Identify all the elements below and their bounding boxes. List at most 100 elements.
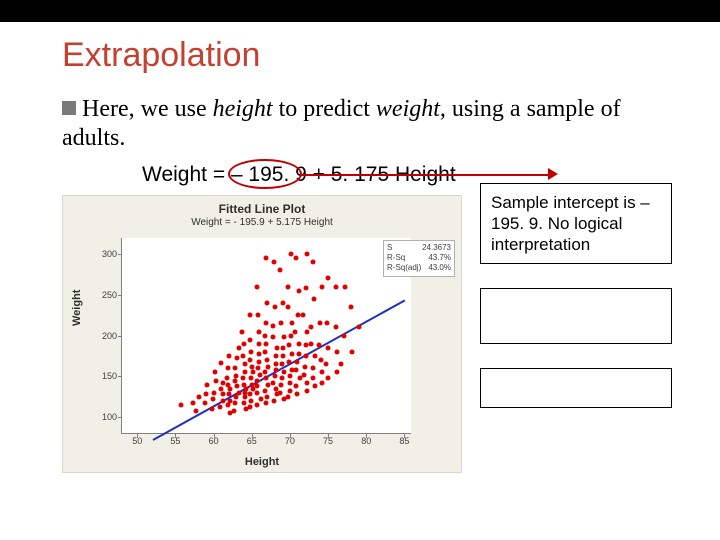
data-point — [318, 358, 323, 363]
data-point — [304, 389, 309, 394]
slide-content: Extrapolation Here, we use height to pre… — [0, 22, 720, 473]
data-point — [240, 376, 245, 381]
data-point — [242, 341, 247, 346]
data-point — [255, 390, 260, 395]
data-point — [264, 256, 269, 261]
data-point — [248, 349, 253, 354]
data-point — [334, 370, 339, 375]
data-point — [326, 376, 331, 381]
data-point — [203, 392, 208, 397]
data-point — [304, 251, 309, 256]
data-point — [263, 333, 268, 338]
sidebox-empty-2 — [480, 368, 672, 408]
data-point — [294, 384, 299, 389]
data-point — [334, 349, 339, 354]
data-point — [311, 296, 316, 301]
data-point — [271, 335, 276, 340]
data-point — [221, 380, 226, 385]
data-point — [286, 343, 291, 348]
data-point — [255, 284, 260, 289]
fitted-line-plot: Fitted Line Plot Weight = - 195.9 + 5.17… — [62, 195, 462, 473]
data-point — [190, 401, 195, 406]
data-point — [257, 329, 262, 334]
data-point — [304, 354, 309, 359]
data-point — [304, 286, 309, 291]
data-point — [242, 370, 247, 375]
top-bar — [0, 0, 720, 22]
data-point — [289, 333, 294, 338]
data-point — [264, 300, 269, 305]
circle-annotation — [228, 159, 302, 189]
data-point — [296, 341, 301, 346]
data-point — [304, 380, 309, 385]
data-point — [295, 359, 300, 364]
data-point — [280, 354, 285, 359]
data-point — [249, 376, 254, 381]
data-point — [234, 356, 239, 361]
data-point — [288, 251, 293, 256]
data-point — [249, 364, 254, 369]
data-point — [320, 284, 325, 289]
data-point — [235, 384, 240, 389]
data-point — [227, 392, 232, 397]
chart-subtitle: Weight = - 195.9 + 5.175 Height — [63, 217, 461, 228]
sidebox-intercept: Sample intercept is – 195. 9. No logical… — [480, 183, 672, 265]
ytick-label: 300 — [102, 249, 117, 259]
data-point — [234, 374, 239, 379]
data-point — [226, 382, 231, 387]
data-point — [273, 354, 278, 359]
legend-row: R-Sq43.7% — [387, 253, 451, 263]
data-point — [280, 300, 285, 305]
data-point — [249, 382, 254, 387]
data-point — [324, 362, 329, 367]
data-point — [342, 284, 347, 289]
body-italic1: height — [213, 96, 273, 122]
chart-xlabel: Height — [63, 456, 461, 468]
data-point — [279, 362, 284, 367]
data-point — [196, 394, 201, 399]
bullet-icon — [62, 101, 76, 115]
data-point — [213, 370, 218, 375]
slide-title: Extrapolation — [62, 36, 680, 75]
data-point — [255, 378, 260, 383]
data-point — [326, 345, 331, 350]
data-point — [295, 313, 300, 318]
legend-row: R-Sq(adj)43.0% — [387, 263, 451, 273]
data-point — [285, 394, 290, 399]
data-point — [301, 313, 306, 318]
data-point — [218, 386, 223, 391]
data-point — [194, 408, 199, 413]
data-point — [236, 345, 241, 350]
data-point — [286, 305, 291, 310]
data-point — [293, 329, 298, 334]
data-point — [233, 366, 238, 371]
arrow-line — [302, 174, 552, 176]
data-point — [278, 390, 283, 395]
data-point — [296, 351, 301, 356]
chart-ylabel: Weight — [71, 289, 83, 325]
data-point — [278, 321, 283, 326]
data-point — [311, 376, 316, 381]
data-point — [263, 376, 268, 381]
data-point — [342, 333, 347, 338]
data-point — [302, 364, 307, 369]
equation-line: Weight = – 195. 9 + 5. 175 Height — [142, 163, 680, 187]
data-point — [256, 351, 261, 356]
data-point — [320, 380, 325, 385]
data-point — [270, 323, 275, 328]
data-point — [357, 325, 362, 330]
data-point — [281, 345, 286, 350]
ytick-label: 150 — [102, 371, 117, 381]
sidebox-empty-1 — [480, 288, 672, 344]
data-point — [287, 380, 292, 385]
data-point — [310, 366, 315, 371]
data-point — [308, 325, 313, 330]
data-point — [263, 349, 268, 354]
data-point — [266, 364, 271, 369]
data-point — [256, 366, 261, 371]
data-point — [248, 398, 253, 403]
data-point — [178, 403, 183, 408]
data-point — [333, 325, 338, 330]
legend-row: S24.3673 — [387, 243, 451, 253]
data-point — [210, 397, 215, 402]
